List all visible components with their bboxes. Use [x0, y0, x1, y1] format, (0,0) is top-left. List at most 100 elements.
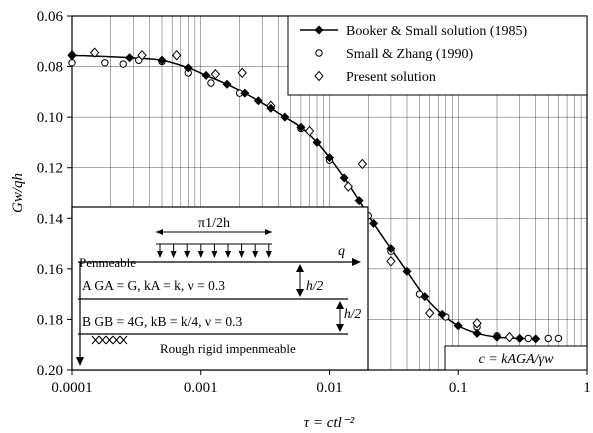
hatch-line: [112, 335, 121, 345]
marker-present: [304, 125, 315, 137]
layer-b-thickness-label: h/2: [344, 306, 362, 321]
legend-marker-booker: [314, 25, 324, 35]
x-tick-label: 0.0001: [51, 380, 92, 396]
legend-label-small-zhang: Small & Zhang (1990): [346, 47, 473, 62]
y-tick-label: 0.14: [37, 211, 64, 227]
x-tick-label: 0.1: [449, 380, 468, 396]
layer-a-thickness-label: h/2: [306, 278, 324, 293]
marker-small-zhang: [554, 334, 563, 343]
y-tick-label: 0.16: [37, 262, 64, 278]
marker-present: [90, 47, 100, 58]
marker-present: [210, 68, 221, 80]
x-tick-label: 0.01: [316, 380, 342, 396]
load-width-label: π1/2h: [198, 216, 230, 231]
y-tick-label: 0.06: [37, 9, 64, 25]
axis-ticks: 0.0001 0.001 0.01 0.1 1 0.06 0.08 0.10 0.12 0.14 0…: [37, 9, 591, 396]
marker-booker: [253, 96, 263, 106]
inset-diagram: π1/2h Penmeable q A GA = G, kA = k, ν = …: [71, 206, 369, 371]
legend-label-present: Present solution: [346, 70, 436, 85]
marker-booker: [386, 244, 396, 254]
load-arrow-head: [238, 251, 245, 258]
marker-booker: [222, 79, 232, 89]
marker-booker: [453, 321, 463, 331]
load-arrow-head: [265, 251, 272, 258]
load-arrow-head: [197, 251, 204, 258]
marker-booker: [531, 334, 541, 344]
marker-present: [357, 158, 368, 170]
marker-present: [472, 317, 482, 329]
legend: Booker & Small solution (1985) Small & Z…: [287, 15, 588, 96]
annotation-box: [444, 345, 588, 371]
marker-small-zhang: [415, 290, 424, 298]
marker-small-zhang: [119, 60, 127, 68]
marker-booker: [266, 103, 276, 113]
load-arrow-head: [184, 251, 191, 258]
marker-small-zhang: [544, 334, 552, 343]
base-label: Rough rigid impenmeable: [160, 341, 296, 356]
marker-present: [343, 181, 353, 192]
y-tick-label: 0.12: [37, 161, 63, 177]
y-tick-label: 0.10: [37, 110, 63, 126]
marker-small-zhang: [207, 79, 215, 87]
y-tick-label: 0.18: [37, 312, 63, 328]
surface-arrowhead: [352, 258, 361, 266]
y-tick-label: 0.08: [37, 60, 63, 76]
hatch-line: [105, 335, 114, 345]
marker-small-zhang: [68, 59, 76, 67]
marker-present: [386, 256, 396, 267]
marker-booker: [125, 53, 135, 63]
legend-marker-shape-present: [314, 70, 324, 82]
load-arrows: [157, 244, 272, 258]
marker-booker: [240, 88, 250, 98]
marker-booker: [67, 50, 77, 60]
x-tick-label: 0.001: [184, 380, 218, 396]
layer-b-arrowhead-top: [336, 301, 344, 309]
marker-small-zhang: [524, 334, 532, 343]
legend-label-booker: Booker & Small solution (1985): [346, 24, 528, 39]
load-label: q: [338, 244, 345, 259]
legend-marker-shape-booker: [314, 25, 324, 35]
marker-booker: [492, 332, 502, 342]
layer-b-arrowhead-bottom: [336, 324, 344, 332]
data-markers: [67, 47, 563, 344]
marker-booker: [325, 153, 334, 163]
marker-present: [425, 307, 435, 319]
hatch-line: [91, 335, 100, 345]
marker-booker: [312, 137, 322, 147]
layer-a-arrowhead-top: [296, 264, 304, 272]
load-arrow-head: [211, 251, 218, 258]
marker-small-zhang: [101, 59, 109, 67]
marker-booker: [437, 309, 447, 319]
annotation: c = kAGA/γw: [479, 352, 554, 367]
depth-axis-arrowhead: [76, 357, 84, 366]
legend-marker-present: [314, 70, 324, 82]
legend-box: [287, 15, 588, 96]
legend-marker-shape-small-zhang: [315, 49, 323, 57]
load-arrow-head: [225, 251, 231, 258]
marker-booker: [296, 122, 306, 132]
hatch-line: [98, 335, 107, 345]
marker-booker: [515, 333, 525, 343]
marker-booker: [472, 328, 482, 338]
layer-a-arrowhead-bottom: [296, 289, 304, 297]
legend-marker-small-zhang: [315, 49, 323, 57]
layer-b-label: B GB = 4G, kB = k/4, ν = 0.3: [82, 314, 242, 329]
marker-present: [137, 49, 147, 61]
marker-booker: [420, 292, 430, 302]
hatch-line: [119, 335, 128, 345]
marker-booker: [339, 173, 349, 183]
y-axis-title: Gw/qh: [10, 173, 26, 213]
marker-booker: [354, 196, 364, 206]
marker-booker: [201, 70, 211, 80]
x-tick-label: 1: [583, 380, 591, 396]
marker-booker: [157, 55, 167, 65]
marker-booker: [280, 112, 290, 122]
marker-present: [504, 331, 515, 343]
marker-booker: [402, 266, 412, 276]
load-width-arrowhead-right: [265, 229, 272, 235]
load-arrow-head: [157, 251, 163, 258]
marker-booker: [183, 63, 193, 73]
load-arrow-head: [170, 251, 177, 258]
rough-base-hatch: [91, 335, 128, 345]
